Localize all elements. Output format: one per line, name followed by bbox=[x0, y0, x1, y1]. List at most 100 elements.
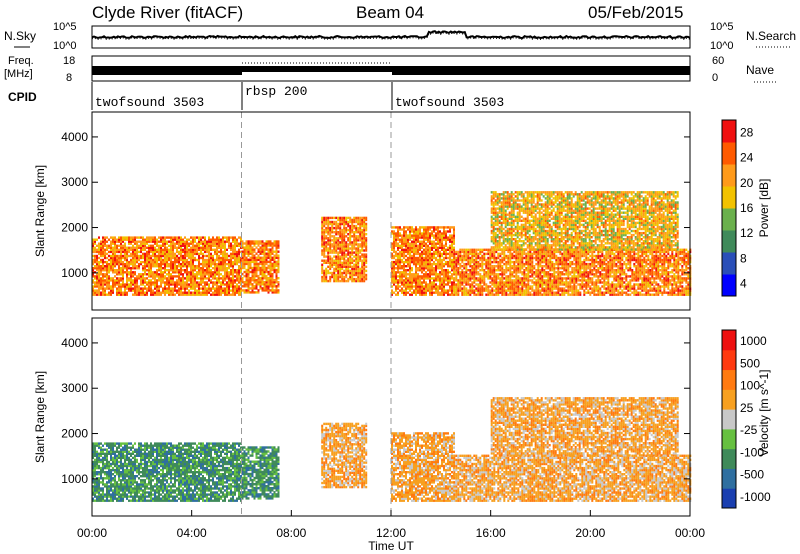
scatter-cell-0 bbox=[190, 265, 192, 268]
scatter-cell-0 bbox=[126, 267, 128, 270]
scatter-cell-0 bbox=[144, 262, 146, 266]
scatter-cell-2 bbox=[331, 249, 334, 252]
scatter-cell-4 bbox=[565, 285, 568, 288]
scatter-cell-4 bbox=[461, 279, 464, 282]
scatter-cell-3 bbox=[405, 240, 407, 243]
scatter-cell-1 bbox=[243, 264, 246, 268]
scatter-cell-2 bbox=[365, 216, 368, 220]
scatter-cell-3 bbox=[439, 281, 441, 284]
scatter-cell-0 bbox=[176, 254, 178, 258]
scatter-cell-0 bbox=[240, 250, 242, 254]
scatter-cell-0 bbox=[130, 285, 132, 288]
scatter-cell-1 bbox=[261, 268, 264, 272]
scatter-cell-4 bbox=[499, 273, 502, 276]
scatter-cell-2 bbox=[329, 247, 332, 250]
scatter-cell-2 bbox=[343, 253, 346, 256]
scatter-cell-0 bbox=[166, 262, 168, 266]
scatter-cell-3 bbox=[405, 277, 407, 280]
scatter-cell-0 bbox=[126, 256, 128, 260]
scatter-cell-4 bbox=[579, 287, 582, 290]
scatter-cell-3 bbox=[429, 287, 431, 290]
scatter-cell-4 bbox=[467, 289, 470, 292]
scatter-cell-0 bbox=[204, 236, 206, 239]
scatter-cell-3 bbox=[427, 230, 429, 233]
scatter-cell-2 bbox=[351, 265, 354, 268]
scatter-cell-4 bbox=[521, 254, 524, 258]
scatter-cell-1 bbox=[261, 242, 264, 245]
scatter-cell-0 bbox=[186, 273, 188, 276]
scatter-cell-1 bbox=[243, 270, 246, 274]
scatter-cell-0 bbox=[158, 240, 160, 243]
scatter-cell-4 bbox=[481, 289, 484, 292]
scatter-cell-3 bbox=[393, 291, 395, 294]
scatter-cell-3 bbox=[443, 246, 445, 249]
scatter-cell-3 bbox=[441, 236, 443, 239]
scatter-cell-4 bbox=[485, 267, 488, 270]
scatter-cell-3 bbox=[427, 265, 429, 268]
scatter-cell-0 bbox=[130, 275, 132, 278]
scatter-cell-0 bbox=[208, 289, 210, 292]
scatter-cell-0 bbox=[164, 277, 166, 280]
scatter-cell-3 bbox=[441, 262, 443, 266]
scatter-cell-1 bbox=[247, 254, 250, 257]
scatter-cell-0 bbox=[184, 269, 186, 272]
scatter-cell-4 bbox=[545, 262, 548, 266]
scatter-cell-0 bbox=[184, 252, 186, 256]
scatter-cell-3 bbox=[399, 262, 401, 266]
scatter-cell-0 bbox=[178, 236, 180, 239]
scatter-cell-3 bbox=[395, 287, 397, 290]
scatter-cell-0 bbox=[214, 291, 216, 294]
scatter-cell-0 bbox=[222, 250, 224, 254]
scatter-cell-1 bbox=[275, 248, 278, 251]
scatter-cell-4 bbox=[457, 252, 460, 256]
scatter-cell-1 bbox=[259, 258, 262, 261]
scatter-cell-4 bbox=[481, 260, 484, 264]
scatter-cell-0 bbox=[216, 242, 218, 245]
scatter-cell-0 bbox=[182, 293, 184, 296]
scatter-cell-4 bbox=[545, 254, 548, 258]
scatter-cell-0 bbox=[232, 275, 234, 278]
scatter-cell-4 bbox=[545, 285, 548, 288]
scatter-cell-0 bbox=[122, 279, 124, 282]
scatter-cell-3 bbox=[405, 269, 407, 272]
scatter-cell-0 bbox=[208, 254, 210, 258]
scatter-cell-0 bbox=[112, 281, 114, 284]
scatter-cell-0 bbox=[114, 275, 116, 278]
scatter-cell-2 bbox=[329, 255, 332, 258]
scatter-cell-0 bbox=[126, 281, 128, 284]
scatter-cell-3 bbox=[447, 275, 449, 278]
scatter-cell-0 bbox=[212, 287, 214, 290]
scatter-cell-0 bbox=[174, 262, 176, 266]
scatter-cell-3 bbox=[449, 250, 451, 254]
scatter-cell-3 bbox=[407, 234, 409, 237]
scatter-cell-3 bbox=[447, 265, 449, 268]
scatter-cell-0 bbox=[210, 252, 212, 256]
scatter-cell-4 bbox=[453, 262, 456, 266]
scatter-cell-3 bbox=[417, 230, 419, 233]
scatter-cell-4 bbox=[485, 258, 488, 262]
scatter-cell-2 bbox=[329, 271, 332, 275]
scatter-cell-3 bbox=[399, 234, 401, 237]
scatter-cell-4 bbox=[459, 258, 462, 262]
scatter-cell-4 bbox=[563, 291, 566, 294]
scatter-cell-1 bbox=[271, 272, 274, 276]
scatter-cell-0 bbox=[206, 293, 208, 296]
scatter-cell-1 bbox=[265, 277, 268, 280]
scatter-cell-4 bbox=[553, 262, 556, 266]
scatter-cell-0 bbox=[102, 267, 104, 270]
scatter-cell-4 bbox=[491, 265, 494, 268]
scatter-cell-1 bbox=[263, 260, 266, 264]
scatter-cell-4 bbox=[529, 269, 532, 272]
scatter-cell-3 bbox=[419, 287, 421, 290]
scatter-cell-4 bbox=[489, 273, 492, 276]
scatter-cell-0 bbox=[228, 254, 230, 258]
scatter-cell-4 bbox=[501, 250, 504, 254]
scatter-cell-3 bbox=[407, 236, 409, 239]
scatter-cell-2 bbox=[363, 239, 366, 242]
scatter-cell-0 bbox=[174, 265, 176, 268]
scatter-cell-2 bbox=[323, 231, 326, 234]
scatter-cell-4 bbox=[505, 267, 508, 270]
scatter-cell-0 bbox=[118, 238, 120, 241]
scatter-cell-3 bbox=[435, 258, 437, 262]
scatter-cell-1 bbox=[247, 258, 250, 261]
